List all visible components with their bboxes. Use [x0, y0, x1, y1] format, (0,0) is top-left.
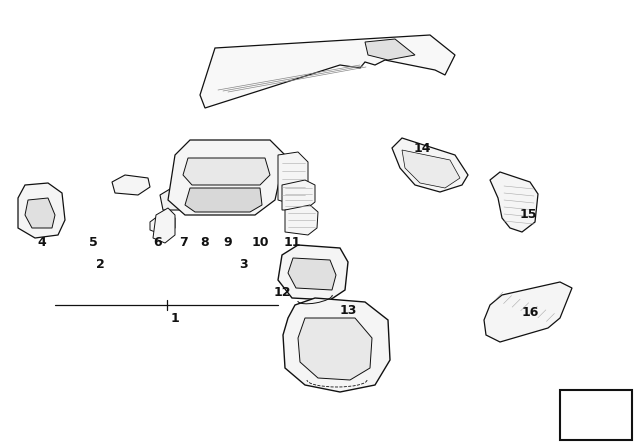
Polygon shape	[160, 183, 220, 210]
Polygon shape	[402, 150, 460, 188]
Polygon shape	[200, 35, 455, 108]
Polygon shape	[150, 213, 175, 235]
Text: 4: 4	[38, 237, 46, 250]
Text: 10: 10	[252, 237, 269, 250]
Polygon shape	[18, 183, 65, 238]
Polygon shape	[153, 208, 175, 243]
Text: 7: 7	[179, 237, 188, 250]
Polygon shape	[283, 298, 390, 392]
Polygon shape	[112, 175, 150, 195]
Text: 15: 15	[519, 207, 537, 220]
Polygon shape	[168, 140, 285, 215]
Text: 16: 16	[522, 306, 539, 319]
Text: 13: 13	[339, 303, 356, 316]
Polygon shape	[490, 172, 538, 232]
Polygon shape	[278, 245, 348, 300]
Polygon shape	[392, 138, 468, 192]
Text: 2: 2	[95, 258, 104, 271]
Text: 8: 8	[201, 237, 209, 250]
Text: 12: 12	[273, 287, 291, 300]
Polygon shape	[288, 258, 336, 290]
Text: 6: 6	[154, 237, 163, 250]
Polygon shape	[298, 318, 372, 380]
Polygon shape	[484, 282, 572, 342]
Bar	[560, 390, 632, 440]
Text: 14: 14	[413, 142, 431, 155]
Polygon shape	[278, 152, 308, 205]
Polygon shape	[25, 198, 55, 228]
Polygon shape	[575, 426, 595, 431]
Polygon shape	[564, 404, 600, 426]
Text: 3: 3	[239, 258, 247, 271]
Text: 9: 9	[224, 237, 232, 250]
Text: 1: 1	[171, 311, 179, 324]
Text: 5: 5	[88, 237, 97, 250]
Text: 11: 11	[284, 237, 301, 250]
Polygon shape	[183, 158, 270, 185]
Polygon shape	[365, 39, 415, 60]
Polygon shape	[282, 180, 315, 210]
Polygon shape	[285, 205, 318, 235]
Polygon shape	[185, 188, 262, 212]
